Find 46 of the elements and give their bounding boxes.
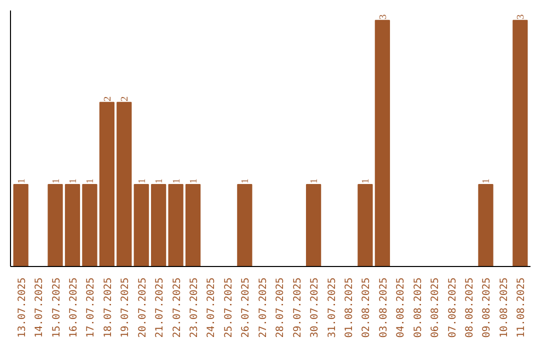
x-tick-label: 28.07.2025 bbox=[275, 277, 286, 338]
data-label: 1 bbox=[136, 178, 148, 184]
x-tick-label: 01.08.2025 bbox=[344, 277, 355, 338]
data-label: 1 bbox=[309, 178, 320, 184]
x-tick-label: 09.08.2025 bbox=[482, 277, 493, 338]
x-tick-label: 31.07.2025 bbox=[326, 277, 338, 338]
data-label: 1 bbox=[16, 178, 28, 184]
x-tick-label: 16.07.2025 bbox=[68, 277, 80, 338]
x-tick-label: 11.08.2025 bbox=[516, 277, 528, 338]
data-label: 1 bbox=[481, 178, 492, 184]
data-label: 2 bbox=[120, 96, 131, 102]
x-tick-label: 25.07.2025 bbox=[223, 277, 234, 338]
x-tick-label: 15.07.2025 bbox=[51, 277, 62, 338]
x-tick-label: 04.08.2025 bbox=[396, 277, 407, 338]
x-tick-label: 18.07.2025 bbox=[102, 277, 114, 338]
data-label: 1 bbox=[171, 178, 182, 184]
data-label: 2 bbox=[102, 96, 114, 102]
x-tick-label: 30.07.2025 bbox=[310, 277, 321, 338]
x-tick-label: 06.08.2025 bbox=[430, 277, 442, 338]
data-label: 1 bbox=[50, 178, 62, 184]
data-label: 1 bbox=[85, 178, 96, 184]
x-tick-label: 05.08.2025 bbox=[412, 277, 424, 338]
x-tick-label: 19.07.2025 bbox=[120, 277, 132, 338]
data-label: 1 bbox=[188, 178, 200, 184]
x-tick-label: 17.07.2025 bbox=[86, 277, 97, 338]
data-label: 3 bbox=[516, 14, 527, 20]
x-tick-label: 26.07.2025 bbox=[240, 277, 252, 338]
x-tick-label: 02.08.2025 bbox=[361, 277, 372, 338]
data-label: 1 bbox=[240, 178, 252, 184]
x-tick-label: 08.08.2025 bbox=[464, 277, 476, 338]
data-label: 3 bbox=[378, 14, 389, 20]
x-tick-label: 24.07.2025 bbox=[206, 277, 218, 338]
x-tick-label: 07.08.2025 bbox=[447, 277, 458, 338]
x-tick-label: 03.08.2025 bbox=[378, 277, 390, 338]
x-tick-label: 27.07.2025 bbox=[258, 277, 269, 338]
data-label: 1 bbox=[68, 178, 79, 184]
x-tick-label: 14.07.2025 bbox=[34, 277, 46, 338]
data-label: 1 bbox=[154, 178, 166, 184]
data-label: 1 bbox=[360, 178, 372, 184]
x-tick-label: 29.07.2025 bbox=[292, 277, 304, 338]
x-tick-label: 13.07.2025 bbox=[16, 277, 28, 338]
x-tick-label: 20.07.2025 bbox=[137, 277, 148, 338]
x-tick-label: 23.07.2025 bbox=[189, 277, 200, 338]
x-tick-label: 22.07.2025 bbox=[172, 277, 183, 338]
x-tick-label: 21.07.2025 bbox=[154, 277, 166, 338]
x-tick-label: 10.08.2025 bbox=[498, 277, 510, 338]
